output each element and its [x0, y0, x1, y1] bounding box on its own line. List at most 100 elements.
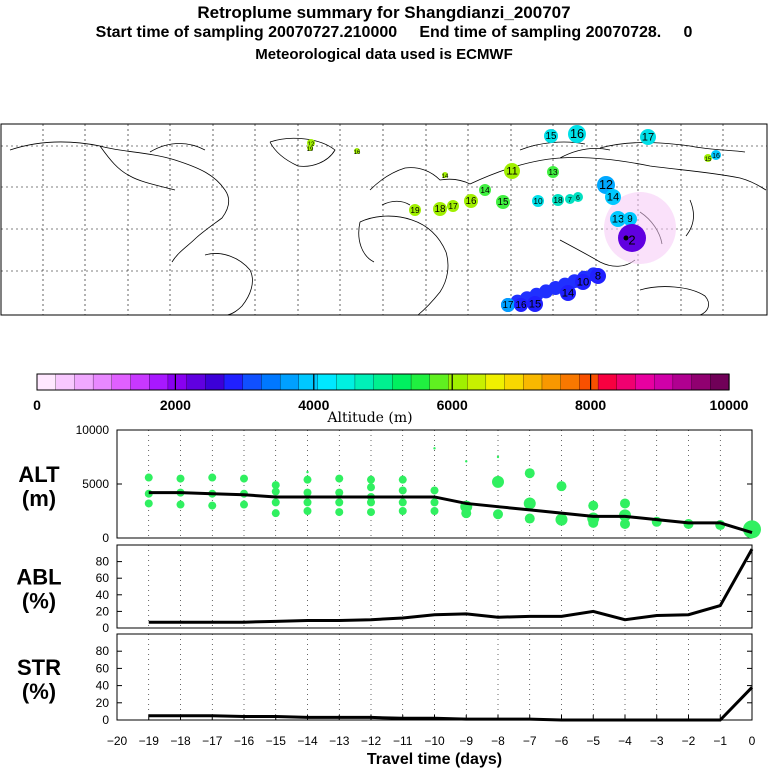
altitude-cluster-point — [465, 460, 468, 463]
x-tick-label: −14 — [297, 734, 318, 748]
plume-point: 17 — [447, 200, 459, 212]
altitude-cluster-point — [367, 483, 375, 492]
colorbar-cell — [448, 373, 468, 391]
altitude-cluster-point — [493, 509, 503, 520]
plume-point-marker — [565, 194, 575, 204]
x-tick-label: −7 — [523, 734, 537, 748]
colorbar-cell — [242, 373, 263, 391]
panel-axis-label: (m) — [22, 486, 56, 511]
x-tick-label: −15 — [266, 734, 287, 748]
altitude-cluster-point — [306, 470, 309, 474]
plume-point: 17 — [640, 129, 656, 145]
y-tick-label: 40 — [96, 588, 110, 602]
plume-point: 15 — [704, 154, 712, 163]
colorbar-cell — [616, 373, 637, 391]
plume-point-marker — [547, 166, 559, 178]
altitude-cluster-point — [398, 486, 407, 495]
plume-point-label: 16 — [516, 300, 527, 311]
x-tick-label: 0 — [749, 734, 756, 748]
plume-point: 16 — [354, 148, 361, 156]
altitude-cluster-point — [523, 497, 536, 510]
plume-point-marker — [307, 145, 313, 151]
altitude-cluster-point — [208, 473, 217, 482]
colorbar-cell — [429, 373, 450, 391]
panel-axis-label: STR — [17, 655, 61, 680]
plume-point-marker — [575, 274, 591, 290]
altitude-cluster-point — [556, 481, 567, 492]
y-tick-label: 5000 — [82, 477, 109, 491]
x-tick-label: −13 — [329, 734, 350, 748]
plume-point-marker — [544, 129, 558, 143]
plume-point-marker — [552, 194, 564, 206]
plume-point-label: 18 — [553, 195, 563, 205]
coast-australia — [639, 286, 710, 316]
plume-point-marker — [618, 224, 646, 252]
colorbar-cell — [261, 373, 281, 391]
x-axis-label: Travel time (days) — [367, 751, 502, 768]
plume-point-marker — [496, 195, 510, 209]
plume-point-marker — [610, 211, 626, 227]
x-tick-label: −17 — [202, 734, 223, 748]
y-tick-label: 0 — [102, 531, 109, 545]
altitude-cluster-point — [208, 501, 217, 510]
altitude-cluster-point — [335, 488, 344, 497]
altitude-cluster-point — [303, 475, 312, 484]
panel-frame — [116, 633, 753, 721]
plume-point: 16 — [514, 298, 528, 312]
panel-axis-label: ALT — [18, 462, 60, 487]
colorbar-tick-label: 2000 — [160, 397, 191, 413]
altitude-cluster-point — [303, 507, 312, 515]
plume-point-marker — [354, 148, 360, 154]
plume-point: 11 — [504, 163, 520, 179]
plume-point-label: 19 — [307, 147, 314, 153]
plume-point-marker — [409, 204, 421, 216]
plume-point-label: 14 — [442, 174, 449, 180]
x-tick-label: −2 — [682, 734, 696, 748]
plume-point: 7 — [565, 194, 575, 204]
altitude-cluster-point — [743, 520, 761, 539]
x-tick-label: −16 — [234, 734, 255, 748]
altitude-cluster-point — [588, 500, 599, 511]
altitude-cluster-point — [620, 518, 630, 529]
colorbar-cell — [560, 373, 581, 391]
panel-axis-label: (%) — [22, 679, 56, 704]
plume-point-marker — [307, 139, 315, 147]
altitude-cluster-point — [492, 475, 504, 488]
plume-point: 14 — [442, 172, 449, 180]
y-tick-label: 20 — [96, 696, 110, 710]
plume-point-label: 8 — [595, 271, 601, 283]
plume-point: 18 — [433, 202, 447, 216]
y-tick-label: 0 — [102, 621, 109, 635]
altitude-cluster-point — [303, 488, 312, 497]
altitude-cluster-point — [555, 513, 568, 526]
plume-point-marker — [640, 129, 656, 145]
y-tick-label: 60 — [96, 661, 110, 675]
plume-point: 9 — [623, 212, 637, 226]
y-tick-label: 10000 — [76, 423, 110, 437]
x-tick-label: −19 — [139, 734, 160, 748]
colorbar-cell — [130, 373, 150, 391]
colorbar-cell — [298, 373, 319, 391]
colorbar-cell — [579, 373, 599, 391]
colorbar-cell — [223, 373, 244, 391]
plume-point: 13 — [547, 166, 559, 178]
altitude-cluster-point — [430, 498, 439, 507]
colorbar-tick-label: 10000 — [710, 397, 749, 413]
altitude-cluster-point — [588, 517, 599, 528]
series-line — [148, 548, 754, 624]
colorbar-cell — [635, 373, 655, 391]
plume-point: 15 — [496, 195, 510, 209]
colorbar-cell — [373, 373, 394, 391]
y-tick-label: 40 — [96, 679, 110, 693]
x-tick-label: −1 — [713, 734, 727, 748]
plume-point-marker — [590, 268, 606, 284]
plume-point: 16 — [711, 150, 721, 160]
plume-point-marker — [568, 125, 586, 143]
met-data-line: Meteorological data used is ECMWF — [255, 46, 513, 63]
plume-point: 10 — [575, 274, 591, 290]
plume-point-label: 17 — [448, 201, 458, 211]
chart-title: Retroplume summary for Shangdianzi_20070… — [197, 3, 571, 22]
altitude-cluster-point — [176, 474, 185, 483]
y-tick-label: 60 — [96, 571, 110, 585]
